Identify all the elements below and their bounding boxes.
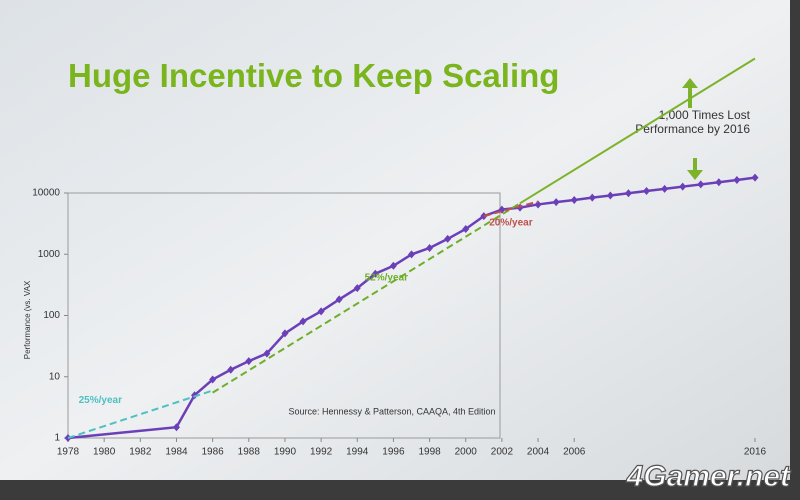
chart-title: Huge Incentive to Keep Scaling [68,57,559,94]
x-tick-label: 1984 [165,447,188,458]
y-tick-label: 1 [54,433,60,444]
marker [697,180,705,189]
annotation: 1,000 Times Lost Performance by 2016 [635,108,750,136]
marker [570,195,578,204]
marker [281,329,289,338]
x-tick-label: 1988 [238,447,261,458]
trend-label: 52%/year [365,273,408,284]
marker [227,365,235,374]
x-tick-label: 1990 [274,447,297,458]
x-tick-label: 2002 [491,447,514,458]
x-tick-label: 2006 [563,447,586,458]
slide [0,0,790,480]
marker [679,182,687,191]
marker [751,173,759,182]
marker [715,178,723,187]
marker [588,193,596,202]
x-tick-label: 1978 [57,447,80,458]
marker [245,357,253,366]
y-tick-label: 10 [49,371,61,382]
marker [299,317,307,326]
y-tick-label: 100 [43,310,60,321]
x-tick-label: 1982 [129,447,152,458]
y-axis-label: Performance (vs. VAX [23,280,32,359]
trend-label: 20%/year [489,217,532,228]
marker [661,184,669,193]
marker [733,176,741,185]
trend-line [212,202,521,394]
marker [444,234,452,243]
marker [371,269,379,278]
marker [263,349,271,358]
y-tick-label: 1000 [38,249,61,260]
marker [191,391,199,400]
marker [172,423,180,432]
trend-line [483,200,539,218]
x-tick-label: 1980 [93,447,116,458]
performance-line [67,176,756,440]
x-tick-label: 1986 [202,447,225,458]
marker [534,200,542,209]
arrow-up [682,78,698,108]
trend-line [67,389,213,439]
x-tick-label: 2000 [455,447,478,458]
chart-title: Huge Incentive to Keep Scaling [68,57,559,94]
marker [552,198,560,207]
marker [389,261,397,270]
x-tick-label: 1996 [382,447,405,458]
annotation-box: 1,000 Times Lost Performance by 2016 [635,108,750,136]
x-tick-label: 1992 [310,447,333,458]
marker [353,284,361,293]
x-tick-label: 1998 [418,447,441,458]
x-tick-label: 2004 [527,447,550,458]
y-tick-label: 10000 [32,188,60,199]
marker [317,307,325,316]
trend-label: 25%/year [79,395,122,406]
marker [426,243,434,252]
x-tick-label: 1994 [346,447,369,458]
trend-line [519,57,756,205]
marker [624,189,632,198]
x-tick-label: 2016 [744,447,767,458]
marker [462,224,470,233]
arrow-down [687,158,703,180]
marker [209,375,217,384]
source: Source: Hennessy & Patterson, CAAQA, 4th… [288,406,495,416]
marker [606,191,614,200]
marker [408,250,415,259]
watermark: 4Gamer.net [626,460,792,493]
marker [335,295,343,304]
marker [643,186,651,195]
